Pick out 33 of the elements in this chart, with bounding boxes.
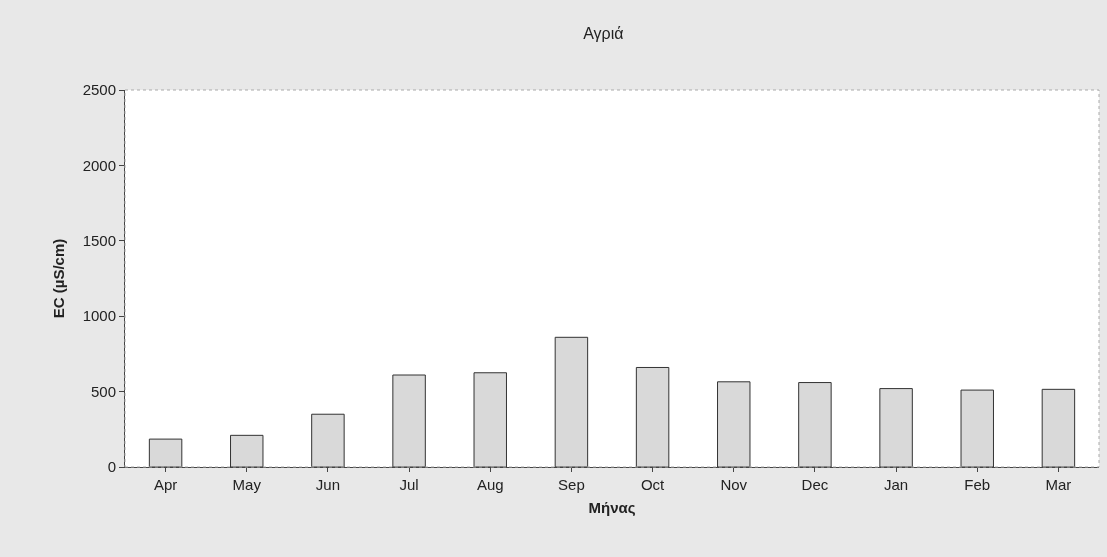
- x-tick-label: Jan: [883, 476, 909, 493]
- x-tick-label: Jul: [399, 476, 419, 493]
- x-axis-title: Μήνας: [588, 499, 636, 516]
- bar: [148, 438, 183, 467]
- bar: [392, 374, 426, 467]
- bar: [1041, 388, 1076, 467]
- x-tick-label: Oct: [640, 476, 666, 493]
- bar: [635, 366, 670, 467]
- y-tick-label: 0: [107, 458, 116, 476]
- bar: [230, 434, 264, 467]
- x-tick-label: Apr: [153, 476, 178, 493]
- y-tick-label: 1500: [82, 232, 116, 250]
- bar: [311, 413, 345, 467]
- x-tick-label: Feb: [964, 476, 991, 493]
- x-tick-label: Nov: [720, 476, 748, 493]
- x-tick-label: May: [232, 476, 262, 493]
- x-tick-label: Sep: [558, 476, 585, 493]
- x-tick-label: Aug: [476, 476, 504, 493]
- bar: [960, 389, 994, 467]
- bar: [879, 388, 913, 467]
- bar: [717, 381, 751, 467]
- bar: [798, 382, 832, 467]
- bar: [554, 336, 589, 467]
- x-tick-label: Mar: [1045, 476, 1072, 493]
- y-axis-title: EC (µS/cm): [49, 238, 67, 319]
- chart-title: Αγριά: [583, 25, 624, 43]
- y-tick-label: 500: [90, 382, 116, 400]
- y-tick-label: 2000: [82, 156, 116, 174]
- x-tick-label: Dec: [801, 476, 829, 493]
- y-tick-label: 1000: [82, 307, 116, 325]
- y-tick-label: 2500: [82, 81, 116, 99]
- x-tick-label: Jun: [315, 476, 341, 493]
- bar: [473, 372, 507, 467]
